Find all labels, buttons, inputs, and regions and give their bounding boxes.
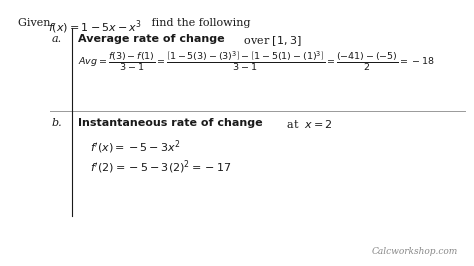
Text: b.: b. — [52, 118, 63, 128]
Text: $f\left(x\right)=1-5x-x^{3}$: $f\left(x\right)=1-5x-x^{3}$ — [48, 18, 142, 36]
Text: Given: Given — [18, 18, 54, 28]
Text: $f^{\prime}(x)=-5-3x^{2}$: $f^{\prime}(x)=-5-3x^{2}$ — [90, 138, 181, 156]
Text: $Avg=\dfrac{f(3)-f(1)}{3-1}=\dfrac{\left[1-5(3)-(3)^{3}\right]-\left[1-5(1)-(1)^: $Avg=\dfrac{f(3)-f(1)}{3-1}=\dfrac{\left… — [78, 49, 435, 73]
Text: over $\left[1,3\right]$: over $\left[1,3\right]$ — [240, 34, 301, 48]
Text: Average rate of change: Average rate of change — [78, 34, 225, 44]
Text: Instantaneous rate of change: Instantaneous rate of change — [78, 118, 263, 128]
Text: a.: a. — [52, 34, 62, 44]
Text: find the following: find the following — [148, 18, 250, 28]
Text: at  $x=2$: at $x=2$ — [283, 118, 333, 130]
Text: Calcworkshop.com: Calcworkshop.com — [372, 247, 458, 256]
Text: $f^{\prime}(2)=-5-3(2)^{2}=-17$: $f^{\prime}(2)=-5-3(2)^{2}=-17$ — [90, 158, 232, 176]
